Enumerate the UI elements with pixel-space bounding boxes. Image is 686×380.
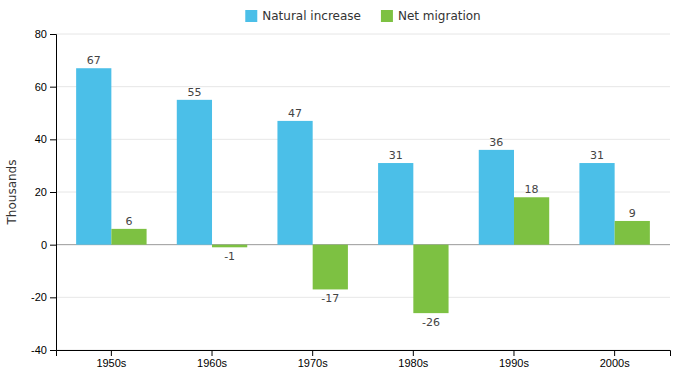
tick-mark — [312, 350, 313, 356]
bars — [76, 68, 650, 313]
data-label: 31 — [590, 149, 604, 162]
tick-mark — [50, 87, 56, 88]
bar — [615, 221, 650, 245]
tick: 2000s — [600, 350, 630, 369]
chart: -40 -20 0 20 40 60 80 1950s 1960s 1970s 1980s 1990s… — [0, 0, 686, 380]
tick-label: 1990s — [499, 357, 529, 369]
data-label: 55 — [187, 86, 201, 99]
tick-label: 1960s — [197, 357, 227, 369]
data-label: -1 — [224, 250, 235, 263]
tick: -40 — [31, 344, 56, 356]
legend-swatch — [245, 10, 257, 22]
grid-line — [56, 192, 670, 193]
data-label: 47 — [288, 107, 302, 120]
tick-mark — [212, 350, 213, 356]
tick-mark — [111, 350, 112, 356]
tick: 80 — [35, 28, 56, 40]
bar — [514, 197, 549, 244]
tick-label: -40 — [31, 344, 47, 356]
tick-label: 1950s — [96, 357, 126, 369]
bar — [413, 245, 448, 313]
legend-item: Net migration — [381, 9, 481, 23]
tick-mark — [513, 350, 514, 356]
bar — [212, 245, 247, 248]
grid-line — [56, 244, 670, 245]
data-label: 9 — [629, 207, 636, 220]
data-labels: 67 55 47 31 36 31 6 -1 -17 -26 18 9 — [87, 54, 636, 329]
tick-label: 0 — [41, 239, 47, 251]
tick: 40 — [35, 133, 56, 145]
bar — [277, 121, 312, 245]
legend-label: Net migration — [398, 9, 481, 23]
data-label: 6 — [125, 215, 132, 228]
tick-label: 1980s — [398, 357, 428, 369]
axis-domain — [50, 35, 57, 351]
axis-domain — [57, 351, 671, 357]
tick: 0 — [41, 239, 56, 251]
tick: -20 — [31, 291, 56, 303]
grid-line — [56, 297, 670, 298]
legend-label: Natural increase — [262, 9, 361, 23]
tick: 20 — [35, 186, 56, 198]
x-axis: 1950s 1960s 1970s 1980s 1990s 2000s — [57, 350, 671, 369]
tick-label: 80 — [35, 28, 47, 40]
grid-line — [56, 34, 670, 35]
tick-mark — [50, 34, 56, 35]
y-axis: -40 -20 0 20 40 60 80 — [31, 28, 56, 356]
bar — [479, 150, 514, 245]
tick-mark — [50, 297, 56, 298]
tick: 1950s — [96, 350, 126, 369]
tick-label: 1970s — [298, 357, 328, 369]
tick: 1970s — [298, 350, 328, 369]
tick-label: 40 — [35, 133, 47, 145]
tick-mark — [50, 192, 56, 193]
tick-mark — [50, 350, 56, 351]
tick-mark — [50, 139, 56, 140]
tick-mark — [50, 245, 56, 246]
data-label: 31 — [389, 149, 403, 162]
legend-swatch — [381, 10, 393, 22]
bar — [111, 229, 146, 245]
grid — [56, 34, 670, 350]
tick-mark — [413, 350, 414, 356]
data-label: 36 — [489, 136, 503, 149]
data-label: 18 — [525, 183, 539, 196]
legend-item: Natural increase — [245, 9, 361, 23]
bar — [579, 163, 614, 245]
bar — [378, 163, 413, 245]
data-label: -26 — [422, 316, 440, 329]
tick-label: 2000s — [600, 357, 630, 369]
data-label: -17 — [321, 292, 339, 305]
grid-line — [56, 139, 670, 140]
tick-label: -20 — [31, 291, 47, 303]
legend: Natural increase Net migration — [245, 9, 480, 23]
axis-title: Thousands — [5, 160, 19, 226]
data-label: 67 — [87, 54, 101, 67]
tick: 60 — [35, 81, 56, 93]
plot: -40 -20 0 20 40 60 80 1950s 1960s 1970s 1980s 1990s… — [31, 28, 670, 369]
tick: 1960s — [197, 350, 227, 369]
tick-label: 60 — [35, 81, 47, 93]
grid-line — [56, 86, 670, 87]
tick: 1990s — [499, 350, 529, 369]
tick: 1980s — [398, 350, 428, 369]
bar — [177, 100, 212, 245]
tick-label: 20 — [35, 186, 47, 198]
bar — [76, 68, 111, 244]
bar — [313, 245, 348, 290]
tick-mark — [614, 350, 615, 356]
